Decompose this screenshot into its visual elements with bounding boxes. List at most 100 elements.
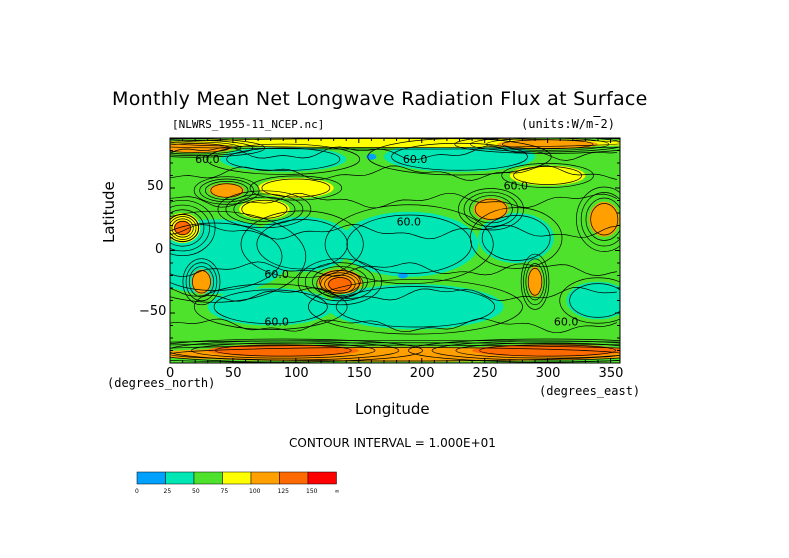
contour-line bbox=[520, 253, 550, 310]
field-region bbox=[327, 284, 504, 330]
contour-line bbox=[170, 222, 283, 291]
contour-label: 60.0 bbox=[403, 153, 428, 166]
field-region bbox=[239, 199, 290, 220]
units-label: (units:W/m-2) bbox=[521, 117, 615, 131]
contour-line bbox=[458, 188, 524, 231]
contour-line bbox=[320, 272, 360, 297]
colorbar-swatch bbox=[250, 471, 280, 485]
contour-line bbox=[193, 176, 260, 205]
contour-label: 60.0 bbox=[504, 179, 528, 192]
field-region bbox=[191, 269, 212, 295]
contour-line bbox=[170, 192, 618, 209]
contour-line bbox=[335, 286, 496, 328]
field-region bbox=[207, 288, 334, 326]
contour-line bbox=[513, 166, 582, 185]
contour-lines bbox=[170, 138, 620, 363]
field-region bbox=[258, 178, 334, 198]
colorbar-label: 25 bbox=[163, 488, 172, 495]
colorbar-label: 125 bbox=[277, 488, 289, 495]
y-tick-label: 50 bbox=[147, 179, 164, 194]
contour-line bbox=[226, 147, 341, 171]
contour-line bbox=[213, 289, 328, 324]
field-region bbox=[339, 211, 479, 277]
colorbar-label: ∞ bbox=[334, 488, 340, 495]
contour-line bbox=[170, 143, 230, 153]
contour-line bbox=[170, 216, 197, 240]
contour-line bbox=[241, 199, 288, 219]
x-tick-label: 100 bbox=[283, 366, 309, 381]
contour-line bbox=[170, 224, 617, 240]
contour-line bbox=[469, 207, 563, 269]
colorbar bbox=[136, 471, 337, 485]
colorbar-label: 150 bbox=[306, 488, 318, 495]
contour-line bbox=[297, 258, 383, 306]
contour-line bbox=[470, 138, 620, 153]
field-region bbox=[220, 146, 347, 172]
colorbar-swatch bbox=[165, 471, 195, 485]
contour-line bbox=[324, 204, 494, 285]
colorbar-swatch bbox=[193, 471, 223, 485]
contour-label: 60.0 bbox=[264, 268, 289, 281]
contour-line bbox=[170, 261, 617, 278]
contour-line bbox=[559, 277, 620, 324]
x-tick-label: 150 bbox=[346, 366, 372, 381]
y-tick-label: −50 bbox=[139, 304, 167, 319]
contour-line bbox=[170, 199, 216, 257]
field-region bbox=[207, 344, 359, 357]
plot-area bbox=[170, 138, 620, 363]
contour-line bbox=[170, 165, 617, 181]
contour-label: 60.0 bbox=[554, 316, 579, 329]
contour-line bbox=[225, 193, 304, 225]
contour-line bbox=[569, 283, 620, 318]
contour-line bbox=[204, 181, 249, 200]
colorbar-label: 100 bbox=[249, 488, 261, 495]
field-region bbox=[566, 281, 620, 320]
field-region bbox=[472, 344, 620, 357]
contour-line bbox=[240, 210, 364, 279]
contour-line bbox=[210, 183, 243, 198]
contour-line bbox=[170, 340, 620, 343]
contour-line bbox=[580, 192, 620, 247]
field-region bbox=[173, 220, 192, 236]
contour-line bbox=[170, 145, 617, 161]
contour-line bbox=[324, 274, 356, 294]
contour-line bbox=[585, 197, 620, 241]
contour-line bbox=[316, 270, 364, 299]
contour-line bbox=[308, 279, 523, 335]
colorbar-swatch bbox=[136, 471, 166, 485]
contour-line bbox=[170, 204, 210, 252]
contour-line bbox=[170, 213, 200, 243]
contour-line bbox=[217, 190, 312, 229]
contour-line bbox=[525, 263, 545, 301]
contour-line bbox=[463, 191, 519, 227]
contour-line bbox=[469, 195, 513, 224]
contour-line bbox=[479, 344, 616, 357]
y-tick-label: 0 bbox=[155, 241, 164, 257]
contour-line bbox=[182, 258, 221, 306]
colorbar-label: 50 bbox=[192, 488, 200, 495]
field-speck bbox=[397, 272, 408, 279]
contour-line bbox=[170, 318, 618, 334]
field-speck bbox=[366, 153, 377, 160]
contour-line bbox=[474, 198, 508, 220]
contour-line bbox=[193, 283, 348, 330]
contour-line bbox=[170, 210, 307, 303]
field-region bbox=[327, 276, 353, 292]
x-axis-label: Longitude bbox=[355, 400, 430, 418]
field-region bbox=[473, 198, 509, 221]
contour-line bbox=[170, 138, 620, 150]
contour-line bbox=[199, 178, 254, 203]
contour-line bbox=[191, 342, 376, 359]
contour-line bbox=[590, 203, 619, 236]
colorbar-swatch bbox=[222, 471, 252, 485]
contour-line bbox=[170, 209, 205, 247]
contour-line bbox=[174, 220, 191, 236]
contour-line bbox=[170, 342, 620, 346]
colorbar-swatch bbox=[307, 471, 337, 485]
x-tick-label: 0 bbox=[166, 366, 175, 381]
contour-line bbox=[192, 270, 211, 294]
contour-label: 60.0 bbox=[195, 153, 220, 166]
contour-line bbox=[185, 262, 218, 302]
